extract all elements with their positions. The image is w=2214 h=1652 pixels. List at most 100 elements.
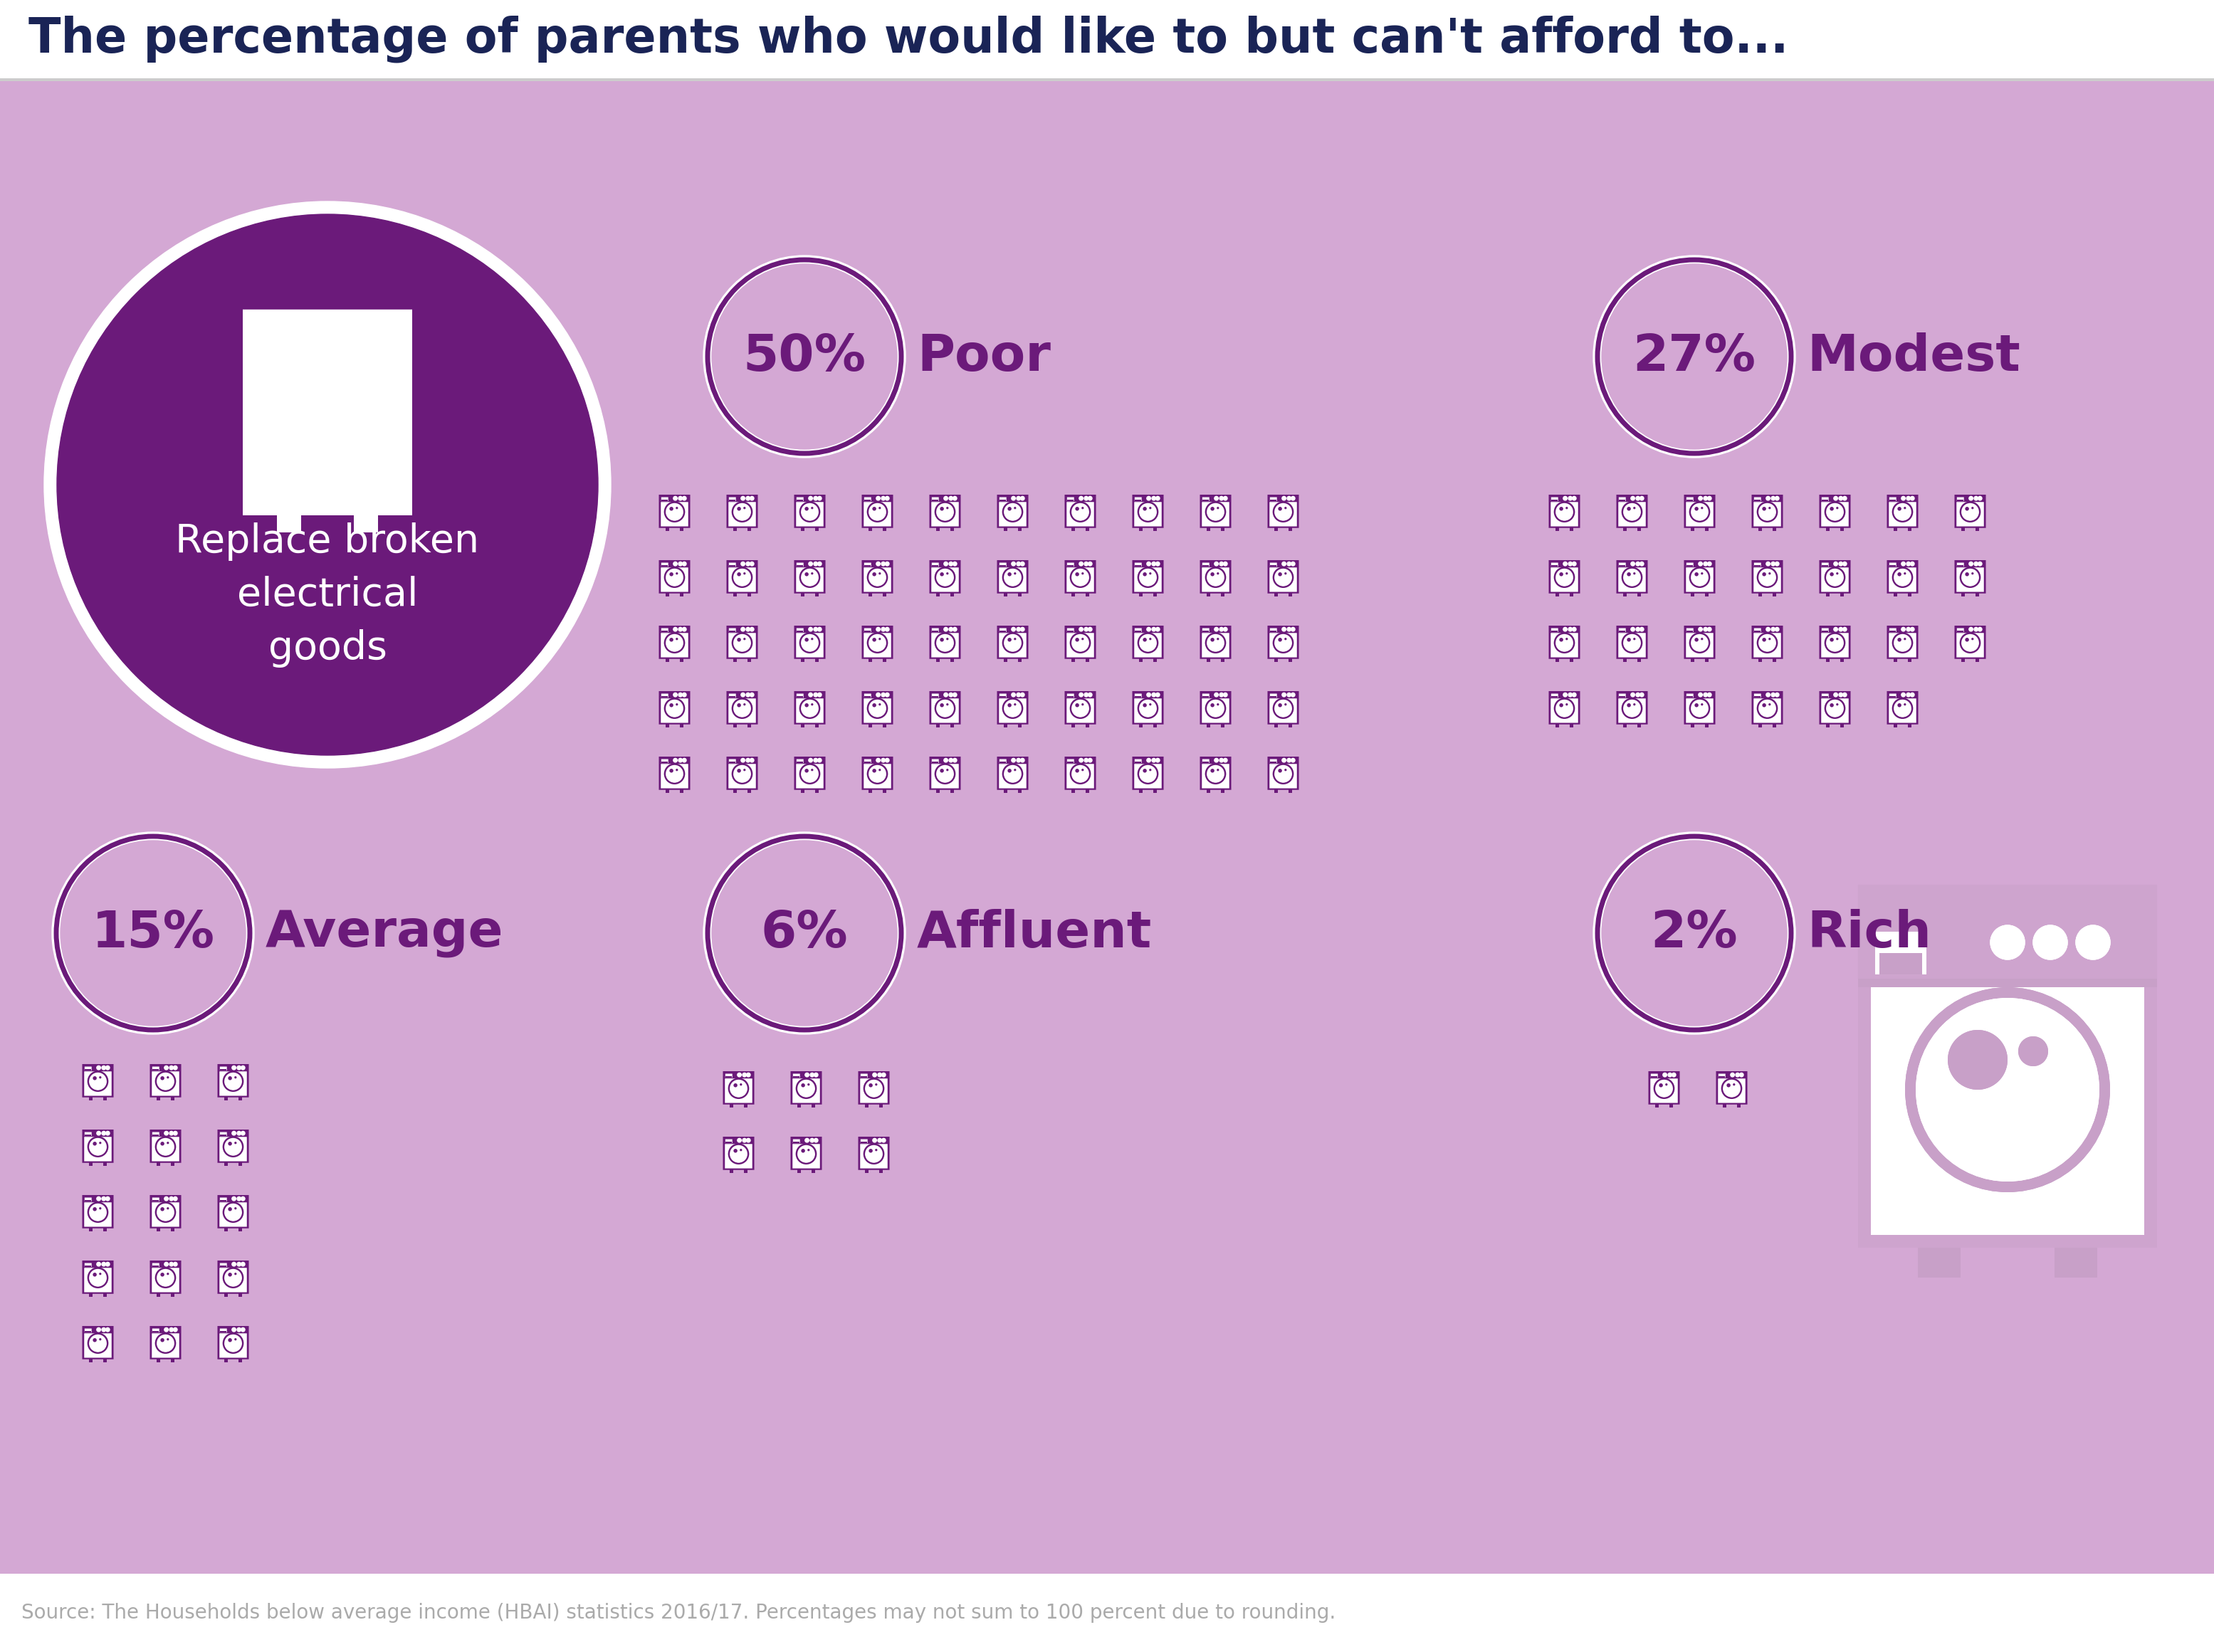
FancyBboxPatch shape [1822,699,1849,724]
Circle shape [675,506,680,510]
Circle shape [1767,572,1771,575]
Circle shape [1975,562,1977,565]
Bar [1136,762,1140,763]
FancyBboxPatch shape [1687,628,1694,633]
Circle shape [1911,628,1915,631]
Polygon shape [224,1277,241,1287]
FancyBboxPatch shape [1131,691,1165,725]
Circle shape [1207,634,1224,651]
Polygon shape [1656,1089,1672,1097]
FancyBboxPatch shape [1685,633,1714,657]
Bar [666,527,669,530]
FancyBboxPatch shape [1067,760,1074,763]
Circle shape [1014,506,1016,510]
Bar [1753,631,1760,633]
Circle shape [804,768,808,773]
Bar [726,1075,733,1077]
Bar [797,1170,801,1173]
FancyBboxPatch shape [217,1130,248,1163]
Polygon shape [1140,773,1156,783]
Circle shape [1601,264,1787,449]
Bar [868,659,872,662]
Bar [239,1360,241,1363]
Circle shape [1007,768,1012,773]
Circle shape [664,763,684,785]
Circle shape [673,562,677,565]
Bar [1552,631,1559,633]
Circle shape [1906,562,1911,565]
Circle shape [808,758,813,762]
FancyBboxPatch shape [153,1328,159,1333]
Circle shape [1204,763,1227,785]
Circle shape [1767,628,1769,631]
Circle shape [1565,506,1570,510]
Circle shape [1893,504,1911,520]
Circle shape [97,1142,102,1145]
FancyBboxPatch shape [1269,568,1297,591]
Circle shape [1156,758,1160,762]
FancyBboxPatch shape [726,691,757,725]
Circle shape [1003,697,1023,719]
Bar [1957,565,1964,567]
Bar [863,631,870,633]
Circle shape [664,633,684,654]
Circle shape [881,496,886,501]
Polygon shape [1962,643,1979,651]
Circle shape [1939,1021,2017,1099]
Circle shape [806,1138,808,1142]
FancyBboxPatch shape [861,691,892,725]
Polygon shape [224,1146,241,1155]
Circle shape [737,572,742,577]
FancyBboxPatch shape [1957,633,1984,657]
Circle shape [1559,507,1563,510]
Circle shape [733,1148,739,1153]
FancyBboxPatch shape [84,1198,91,1201]
Circle shape [1069,697,1092,719]
Circle shape [742,496,744,501]
FancyBboxPatch shape [219,1132,226,1137]
Bar [1917,1247,1962,1277]
Circle shape [735,768,742,773]
Bar [1858,905,2156,1247]
Circle shape [677,496,682,501]
Circle shape [1014,638,1016,639]
Circle shape [939,506,945,512]
Circle shape [877,496,881,501]
Circle shape [1207,504,1224,520]
Bar [1202,499,1209,501]
Bar [666,593,669,596]
FancyBboxPatch shape [1889,699,1917,724]
Bar [1153,659,1158,662]
Circle shape [1563,628,1568,631]
Bar [1067,695,1074,697]
Circle shape [1069,633,1092,654]
Circle shape [943,562,948,565]
FancyBboxPatch shape [999,633,1027,657]
Polygon shape [89,1213,106,1221]
Bar [1570,593,1574,596]
FancyBboxPatch shape [930,626,961,659]
Circle shape [937,568,954,586]
Circle shape [1284,572,1286,575]
Circle shape [952,628,956,631]
FancyBboxPatch shape [1618,694,1625,697]
Bar [1908,724,1911,727]
Circle shape [1021,628,1025,631]
Circle shape [100,1338,102,1340]
Circle shape [1277,572,1282,577]
Circle shape [1694,704,1698,707]
Bar [797,1104,801,1107]
FancyBboxPatch shape [797,763,824,788]
Circle shape [1149,638,1151,641]
Circle shape [1667,1072,1672,1077]
Bar [728,631,735,633]
Circle shape [945,572,950,575]
Circle shape [1827,568,1844,586]
Circle shape [1218,507,1220,509]
Bar [1085,593,1089,596]
Bar [104,1097,106,1100]
FancyBboxPatch shape [1618,568,1645,591]
Circle shape [1842,628,1846,631]
FancyBboxPatch shape [1200,691,1231,725]
Circle shape [1069,501,1092,522]
